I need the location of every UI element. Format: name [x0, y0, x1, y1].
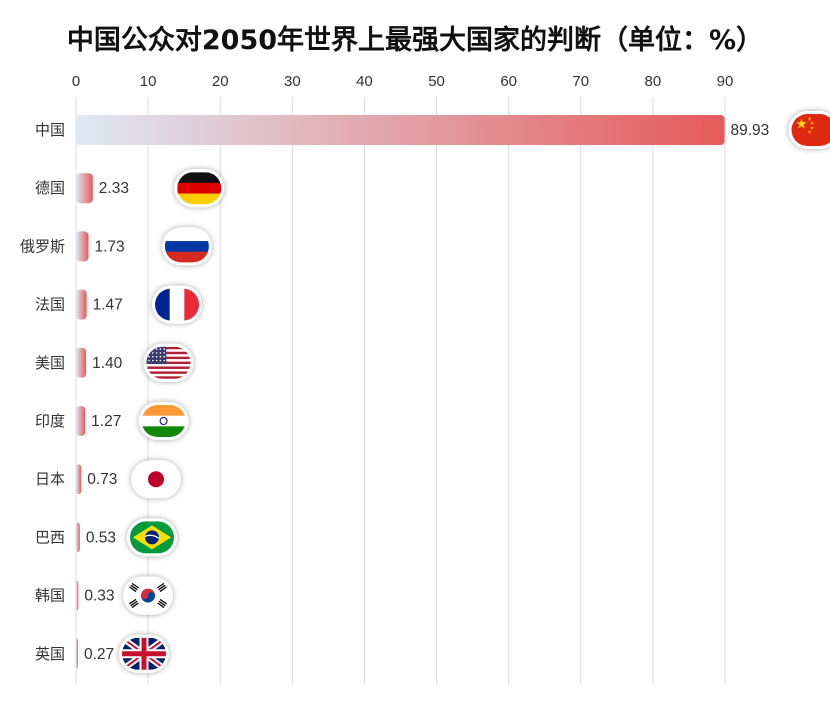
bar: [76, 231, 89, 262]
bar-row: 德国 2.33: [35, 169, 225, 208]
category-label: 英国: [35, 645, 65, 663]
bar-row: 法国 1.47: [35, 285, 202, 324]
bar-row: 英国 0.27: [35, 634, 169, 673]
category-label: 俄罗斯: [20, 237, 65, 255]
bar: [76, 289, 87, 320]
chart-title: 中国公众对2050年世界上最强大国家的判断（单位：%）: [66, 25, 764, 56]
bar-row: 中国 89.93: [35, 111, 830, 149]
category-label: 德国: [35, 179, 65, 197]
brazil-flag-icon: [130, 521, 174, 554]
x-tick-label: 50: [428, 73, 445, 90]
category-label: 韩国: [35, 587, 65, 605]
bar: [76, 522, 80, 553]
germany-flag-icon: [177, 172, 222, 205]
x-tick-label: 90: [717, 73, 734, 90]
x-tick-label: 60: [500, 73, 517, 90]
value-label: 1.40: [92, 355, 123, 372]
value-label: 0.27: [84, 646, 114, 663]
x-axis: 0 10 20 30 40 50 60 70 80 90: [72, 73, 734, 90]
bar: [76, 580, 79, 611]
category-label: 法国: [35, 296, 65, 314]
japan-flag-icon: [134, 463, 178, 496]
bar-row: 日本 0.73: [35, 460, 181, 499]
x-tick-label: 20: [212, 73, 229, 90]
value-label: 0.33: [84, 588, 114, 605]
category-label: 中国: [35, 121, 65, 139]
category-label: 美国: [35, 354, 65, 372]
value-label: 2.33: [99, 180, 129, 197]
value-label: 1.27: [91, 413, 121, 430]
south-korea-flag-icon: [126, 579, 170, 612]
value-label: 1.47: [93, 297, 123, 314]
x-tick-label: 70: [572, 73, 589, 90]
x-tick-label: 30: [284, 73, 301, 90]
france-flag-icon: [155, 288, 199, 321]
bars: 中国 89.93 德国 2.33 俄罗斯 1.73 法国 1.47 美国 1.40 印度 1.27 日本…: [20, 111, 830, 673]
value-label: 0.73: [87, 471, 117, 488]
grid-lines: [75, 97, 726, 685]
bar-row: 巴西 0.53: [35, 518, 177, 557]
category-label: 印度: [35, 412, 65, 430]
x-tick-label: 10: [140, 73, 157, 90]
uk-flag-icon: [122, 637, 166, 670]
bar-row: 美国 1.40: [35, 343, 194, 382]
india-flag-icon: [141, 405, 186, 437]
bar: [76, 638, 78, 669]
usa-flag-icon: [146, 346, 191, 379]
x-tick-label: 80: [645, 73, 662, 90]
bar: [76, 115, 725, 145]
category-label: 巴西: [35, 528, 65, 546]
bar-row: 印度 1.27: [35, 402, 189, 440]
bar-row: 韩国 0.33: [35, 576, 173, 615]
bar-row: 俄罗斯 1.73: [20, 227, 212, 266]
bar: [76, 347, 87, 378]
bar: [76, 464, 82, 495]
x-tick-label: 0: [72, 73, 80, 90]
bar: [76, 173, 93, 204]
china-flag-icon: [791, 114, 830, 146]
value-label: 1.73: [94, 238, 124, 255]
bar: [76, 406, 86, 436]
russia-flag-icon: [164, 230, 209, 263]
x-tick-label: 40: [356, 73, 373, 90]
value-label: 89.93: [730, 122, 769, 139]
category-label: 日本: [35, 470, 65, 488]
value-label: 0.53: [86, 529, 116, 546]
